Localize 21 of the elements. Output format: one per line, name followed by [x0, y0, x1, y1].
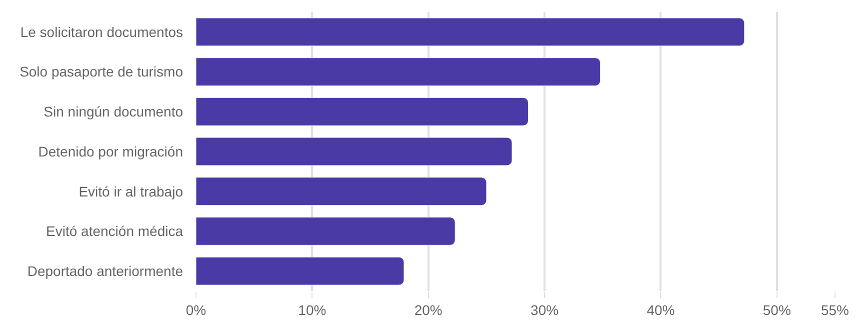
bar [196, 137, 512, 166]
y-tick-label: Le solicitaron documentos [20, 24, 183, 40]
x-tick-label: 50% [762, 302, 791, 318]
bar [196, 97, 529, 126]
y-tick-label: Deportado anteriormente [27, 262, 184, 279]
y-tick-label: Sin ningún documento [44, 104, 184, 120]
x-tick-label: 20% [414, 302, 442, 318]
bar [196, 177, 487, 206]
y-tick-label: Detenido por migración [38, 143, 183, 160]
y-tick-label: Evitó atención médica [46, 223, 184, 240]
x-tick-label: 40% [646, 302, 675, 318]
bar [196, 18, 745, 46]
x-tick-label: 55% [820, 302, 850, 318]
bar [196, 58, 601, 86]
y-tick-label: Evitó ir al trabajo [78, 183, 184, 200]
x-tick-label: 10% [298, 302, 326, 318]
y-tick-label: Solo pasaporte de turismo [20, 64, 184, 80]
bar [196, 217, 456, 246]
x-tick-label: 30% [530, 302, 559, 318]
bar [196, 256, 404, 286]
x-tick-label: 0% [186, 302, 206, 318]
